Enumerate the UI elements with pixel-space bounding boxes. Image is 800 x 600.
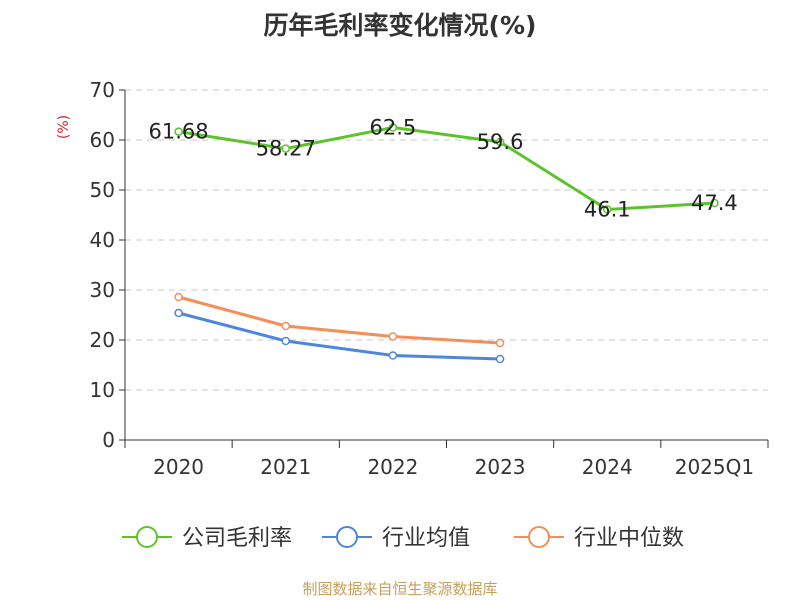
chart-title: 历年毛利率变化情况(%) [263,11,537,40]
y-tick-label: 20 [90,328,115,352]
data-point [388,351,398,360]
series-lines [174,123,719,364]
legend-swatch-marker [528,526,550,548]
data-point [281,321,290,331]
x-tick-label: 2024 [582,455,633,479]
y-tick-label: 50 [90,178,115,202]
data-point [495,137,505,147]
y-tick-label: 10 [90,378,115,402]
data-labels: 61.68 58.27 62.5 59.6 46.1 47.4 [149,116,738,222]
legend: 公司毛利率 行业均值 行业中位数 [122,526,684,551]
data-label: 46.1 [584,198,631,222]
y-axis-label: (%) [56,115,72,139]
data-point [388,123,398,132]
data-point [710,198,719,208]
data-point [495,338,505,348]
y-tick-label: 30 [90,278,115,302]
legend-label: 公司毛利率 [182,526,292,551]
legend-item: 公司毛利率 [122,526,292,551]
data-label: 58.27 [256,137,316,161]
x-tick-label: 2025Q1 [675,455,754,479]
y-tick-label: 40 [90,228,115,252]
legend-item: 行业中位数 [514,526,684,551]
data-point [603,205,612,214]
y-tick-label: 70 [90,78,115,102]
legend-label: 行业中位数 [574,526,684,551]
y-tick-label: 60 [90,128,115,152]
data-point [174,127,183,136]
x-tick-label: 2023 [475,455,526,479]
y-tick-label: 0 [102,428,115,452]
series-line-0 [178,126,715,211]
data-point [281,144,290,153]
data-label: 62.5 [370,116,417,140]
axes: 0 10 20 30 40 50 60 70 2020 2021 2022 2023 2024 2025Q… [90,78,769,479]
x-tick-label: 2022 [367,455,418,479]
data-point [495,354,505,364]
data-point [281,336,290,346]
data-source-note: 制图数据来自恒生聚源数据库 [302,580,498,598]
data-point [174,308,183,318]
data-point [388,332,398,341]
legend-swatch-marker [136,526,158,548]
legend-label: 行业均值 [382,526,470,551]
series-line-1 [178,311,501,361]
data-label: 47.4 [691,191,738,215]
data-label: 61.68 [149,120,209,144]
x-tick-label: 2021 [260,455,311,479]
data-point [174,292,183,302]
legend-swatch-marker [336,526,358,548]
x-tick-label: 2020 [153,455,204,479]
data-label: 59.6 [477,130,524,154]
series-line-2 [178,295,501,345]
legend-item: 行业均值 [322,526,470,551]
